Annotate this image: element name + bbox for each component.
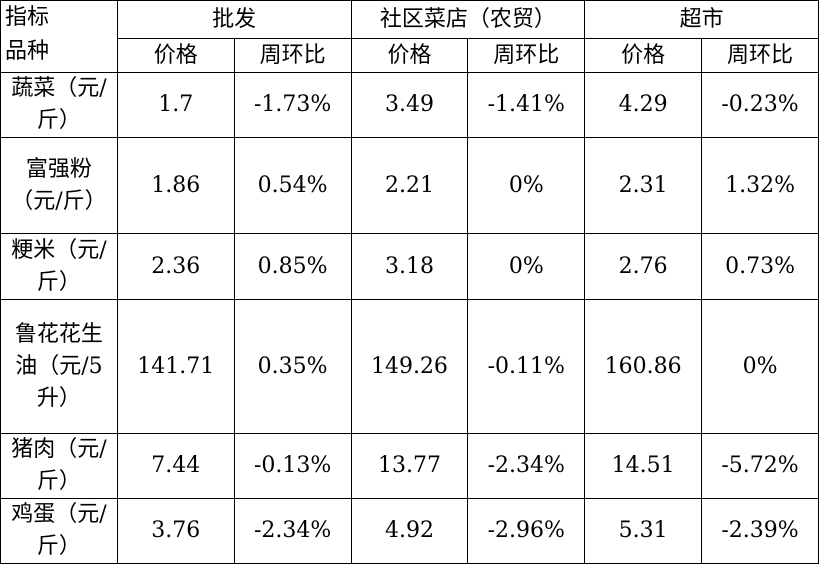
data-row: 鸡蛋（元/斤） 3.76 -2.34% 4.92 -2.96% 5.31 -2.39% — [0, 498, 819, 564]
cell: -0.11% — [467, 299, 586, 434]
corner-label: 指标 — [5, 5, 50, 30]
cell: -2.34% — [233, 498, 352, 564]
cell: 5.31 — [584, 498, 703, 564]
cell: -2.96% — [467, 498, 586, 564]
cell: -0.23% — [701, 72, 819, 138]
cell: -0.13% — [233, 433, 352, 499]
cell: 13.77 — [350, 433, 469, 499]
cell: 3.49 — [350, 72, 469, 138]
row-header: 鸡蛋（元/斤） — [0, 498, 118, 564]
data-row: 蔬菜（元/斤） 1.7 -1.73% 3.49 -1.41% 4.29 -0.23% — [0, 72, 819, 138]
cell: -2.34% — [467, 433, 586, 499]
group-header: 社区菜店（农贸） — [350, 0, 586, 39]
cell: 2.31 — [584, 137, 703, 234]
subheader: 周环比 — [467, 38, 586, 73]
subheader: 价格 — [116, 38, 235, 73]
row-header: 富强粉（元/斤） — [0, 137, 118, 234]
row-header: 粳米（元/斤） — [0, 233, 118, 300]
cell: 1.86 — [116, 137, 235, 234]
subheader-row: 价格 周环比 价格 周环比 价格 周环比 — [1, 38, 819, 73]
subheader: 价格 — [584, 38, 703, 73]
group-header: 批发 — [116, 0, 352, 39]
cell: 2.36 — [116, 233, 235, 300]
cell: 3.76 — [116, 498, 235, 564]
row-header: 猪肉（元/斤） — [0, 433, 118, 499]
data-row: 猪肉（元/斤） 7.44 -0.13% 13.77 -2.34% 14.51 -5.72% — [0, 433, 819, 499]
cell: -2.39% — [701, 498, 819, 564]
cell: 0% — [467, 233, 586, 300]
corner-label: 品种 — [5, 39, 50, 64]
cell: 14.51 — [584, 433, 703, 499]
cell: 4.92 — [350, 498, 469, 564]
cell: 0.35% — [233, 299, 352, 434]
data-row: 粳米（元/斤） 2.36 0.85% 3.18 0% 2.76 0.73% — [0, 233, 819, 300]
cell: -1.73% — [233, 72, 352, 138]
row-header: 鲁花花生油（元/5升） — [0, 299, 118, 434]
cell: 3.18 — [350, 233, 469, 300]
group-header: 超市 — [584, 0, 819, 39]
data-row: 富强粉（元/斤） 1.86 0.54% 2.21 0% 2.31 1.32% — [0, 137, 819, 234]
cell: 0% — [467, 137, 586, 234]
subheader: 周环比 — [701, 38, 819, 73]
subheader: 价格 — [350, 38, 469, 73]
cell: 4.29 — [584, 72, 703, 138]
cell: 0.54% — [233, 137, 352, 234]
cell: -1.41% — [467, 72, 586, 138]
cell: 0.85% — [233, 233, 352, 300]
cell: 2.21 — [350, 137, 469, 234]
cell: 149.26 — [350, 299, 469, 434]
cell: -5.72% — [701, 433, 819, 499]
row-header: 蔬菜（元/斤） — [0, 72, 118, 138]
cell: 0.73% — [701, 233, 819, 300]
cell: 160.86 — [584, 299, 703, 434]
data-row: 鲁花花生油（元/5升） 141.71 0.35% 149.26 -0.11% 160.86… — [0, 299, 819, 434]
cell: 141.71 — [116, 299, 235, 434]
corner-cell: 指标 品种 — [0, 0, 118, 73]
cell: 2.76 — [584, 233, 703, 300]
cell: 0% — [701, 299, 819, 434]
cell: 1.7 — [116, 72, 235, 138]
subheader: 周环比 — [233, 38, 352, 73]
cell: 1.32% — [701, 137, 819, 234]
header-row: 指标 品种 批发 社区菜店（农贸） 超市 — [0, 0, 819, 73]
cell: 7.44 — [116, 433, 235, 499]
